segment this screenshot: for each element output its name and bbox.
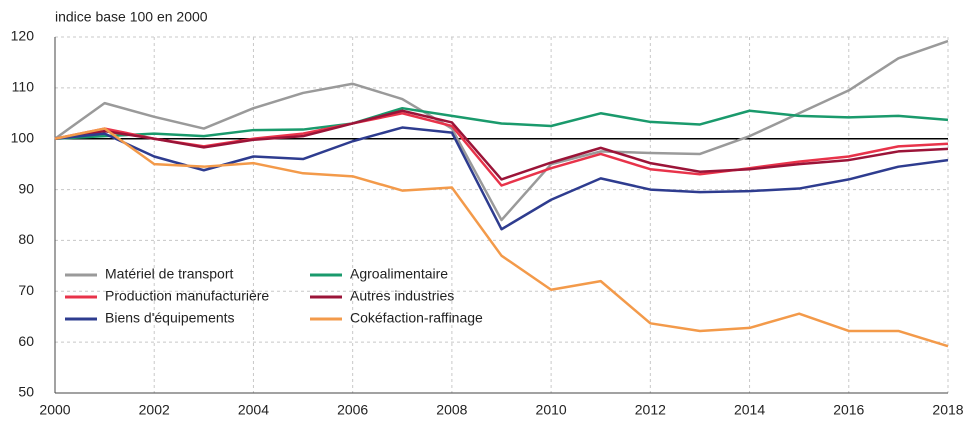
- y-tick-label: 120: [11, 28, 35, 44]
- y-tick-label: 110: [12, 79, 35, 95]
- legend-label: Biens d'équipements: [105, 310, 235, 326]
- y-axis-label: indice base 100 en 2000: [55, 9, 208, 25]
- y-tick-label: 80: [18, 231, 34, 247]
- legend-label: Matériel de transport: [105, 266, 234, 282]
- x-tick-label: 2016: [833, 402, 864, 418]
- legend-label: Autres industries: [350, 288, 454, 304]
- legend-label: Production manufacturière: [105, 288, 269, 304]
- x-tick-label: 2010: [536, 402, 567, 418]
- x-tick-label: 2002: [139, 402, 170, 418]
- y-tick-label: 90: [18, 180, 34, 196]
- x-tick-label: 2000: [39, 402, 70, 418]
- x-tick-label: 2006: [337, 402, 368, 418]
- y-tick-label: 70: [18, 282, 34, 298]
- x-tick-label: 2008: [436, 402, 467, 418]
- x-tick-label: 2004: [238, 402, 269, 418]
- series-line: [54, 106, 949, 140]
- series-line: [54, 127, 949, 348]
- y-tick-label: 100: [11, 129, 35, 145]
- legend-label: Agroalimentaire: [350, 266, 448, 282]
- legend-label: Cokéfaction-raffinage: [350, 310, 483, 326]
- y-tick-label: 60: [18, 333, 34, 349]
- series-line: [54, 109, 949, 181]
- x-tick-label: 2018: [932, 402, 963, 418]
- series-line: [54, 126, 949, 231]
- x-tick-label: 2014: [734, 402, 765, 418]
- x-tick-label: 2012: [635, 402, 666, 418]
- y-tick-label: 50: [18, 384, 34, 400]
- series-line: [54, 39, 949, 222]
